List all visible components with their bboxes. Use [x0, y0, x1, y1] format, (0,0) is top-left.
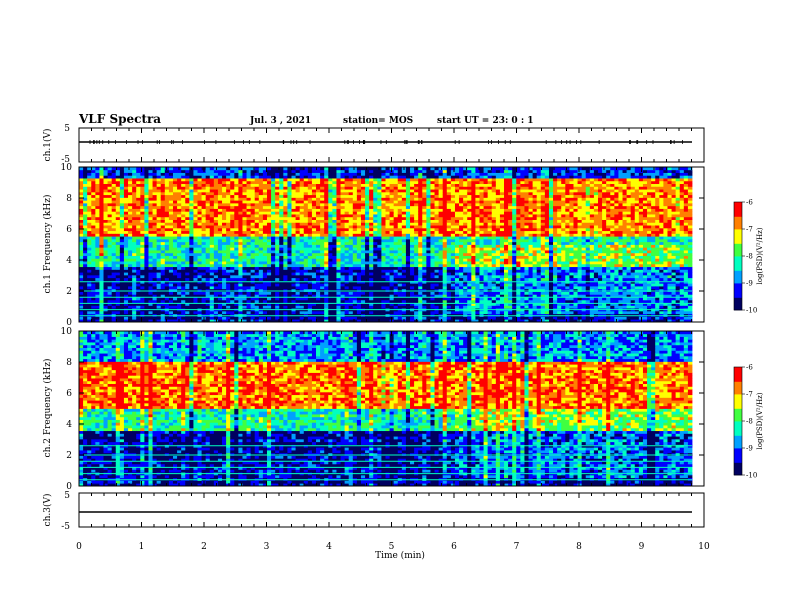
time-axis-tick-label: 7 — [514, 542, 520, 552]
spec1-ytick-label: 10 — [61, 163, 73, 173]
ch2-spectrogram-image — [79, 331, 693, 487]
date-label: Jul. 3 , 2021 — [249, 116, 311, 126]
cb1-tick-label: -7 — [746, 226, 753, 234]
ch1-waveform-panel: 5 -5 ch.1(V) — [42, 124, 705, 165]
time-axis-tick-label: 3 — [264, 542, 270, 552]
ch1-waveform-ylabel: ch.1(V) — [42, 129, 53, 162]
time-axis-tick-label: 4 — [326, 542, 332, 552]
cb2-tick-label: -10 — [746, 472, 757, 480]
ch3-ytick-bottom: -5 — [61, 522, 70, 532]
spec2-ytick-label: 0 — [66, 482, 72, 492]
cb2-tick-label: -6 — [746, 364, 753, 372]
ch1-spectrogram-ylabel: ch.1 Frequency (kHz) — [42, 195, 53, 294]
ch2-colorbar: -6 -7 -8 -9 -10 log(PSD)(V²/Hz) — [733, 364, 764, 480]
ch2-colorbar-label: log(PSD)(V²/Hz) — [756, 392, 764, 449]
spec2-ytick-label: 2 — [66, 451, 72, 461]
ch1-spectrogram-yticks: 0 2 4 6 8 10 — [61, 163, 704, 328]
ch1-ytick-bottom: -5 — [61, 155, 70, 165]
spec2-ytick-label: 6 — [66, 389, 72, 399]
time-axis-tick-label: 9 — [639, 542, 645, 552]
cb2-tick-label: -7 — [746, 391, 753, 399]
ch1-colorbar: -6 -7 -8 -9 -10 log(PSD)(V²/Hz) — [733, 199, 764, 315]
spec1-ytick-label: 6 — [66, 225, 72, 235]
time-axis-tick-label: 5 — [389, 542, 395, 552]
time-axis-tick-label: 1 — [139, 542, 145, 552]
cb1-tick-label: -8 — [746, 253, 753, 261]
ch1-spectrogram-image — [79, 167, 693, 323]
spec1-ytick-label: 2 — [66, 287, 72, 297]
cb1-tick-label: -6 — [746, 199, 753, 207]
figure-title: VLF Spectra — [78, 112, 161, 126]
ch1-ytick-top: 5 — [64, 124, 70, 134]
time-axis-tick-label: 10 — [698, 542, 710, 552]
ch2-spectrogram-ylabel: ch.2 Frequency (kHz) — [42, 359, 53, 458]
time-axis-tick-label: 6 — [451, 542, 457, 552]
ch3-ytick-top: 5 — [64, 491, 70, 501]
time-axis-label: Time (min) — [375, 550, 425, 561]
time-axis: 0 1 2 3 4 5 6 7 8 9 10 — [76, 128, 710, 552]
time-axis-tick-label: 0 — [76, 542, 82, 552]
cb2-tick-label: -8 — [746, 418, 753, 426]
cb1-tick-label: -10 — [746, 307, 757, 315]
ch1-colorbar-label: log(PSD)(V²/Hz) — [756, 227, 764, 284]
spec2-ytick-label: 4 — [66, 420, 72, 430]
spec1-ytick-label: 0 — [66, 318, 72, 328]
ch3-waveform-frame — [78, 492, 705, 528]
cb2-tick-label: -9 — [746, 445, 753, 453]
ch2-spectrogram-panel: 0 2 4 6 8 10 ch.2 Frequency (kHz) — [42, 327, 705, 492]
spec1-ytick-label: 8 — [66, 194, 72, 204]
ch2-spectrogram-yticks: 0 2 4 6 8 10 — [61, 327, 704, 492]
spec2-ytick-label: 8 — [66, 358, 72, 368]
spec2-ytick-label: 10 — [61, 327, 73, 337]
time-axis-tick-label: 2 — [201, 542, 207, 552]
ch1-spectrogram-panel: 0 2 4 6 8 10 ch.1 Frequency (kHz) — [42, 163, 705, 328]
time-axis-tick-label: 8 — [576, 542, 582, 552]
start-time-label: start UT = 23: 0 : 1 — [437, 116, 534, 126]
cb1-tick-label: -9 — [746, 280, 753, 288]
spec1-ytick-label: 4 — [66, 256, 72, 266]
ch3-waveform-ylabel: ch.3(V) — [42, 494, 53, 527]
ch1-waveform-frame — [78, 127, 705, 163]
station-label: station= MOS — [343, 116, 413, 126]
